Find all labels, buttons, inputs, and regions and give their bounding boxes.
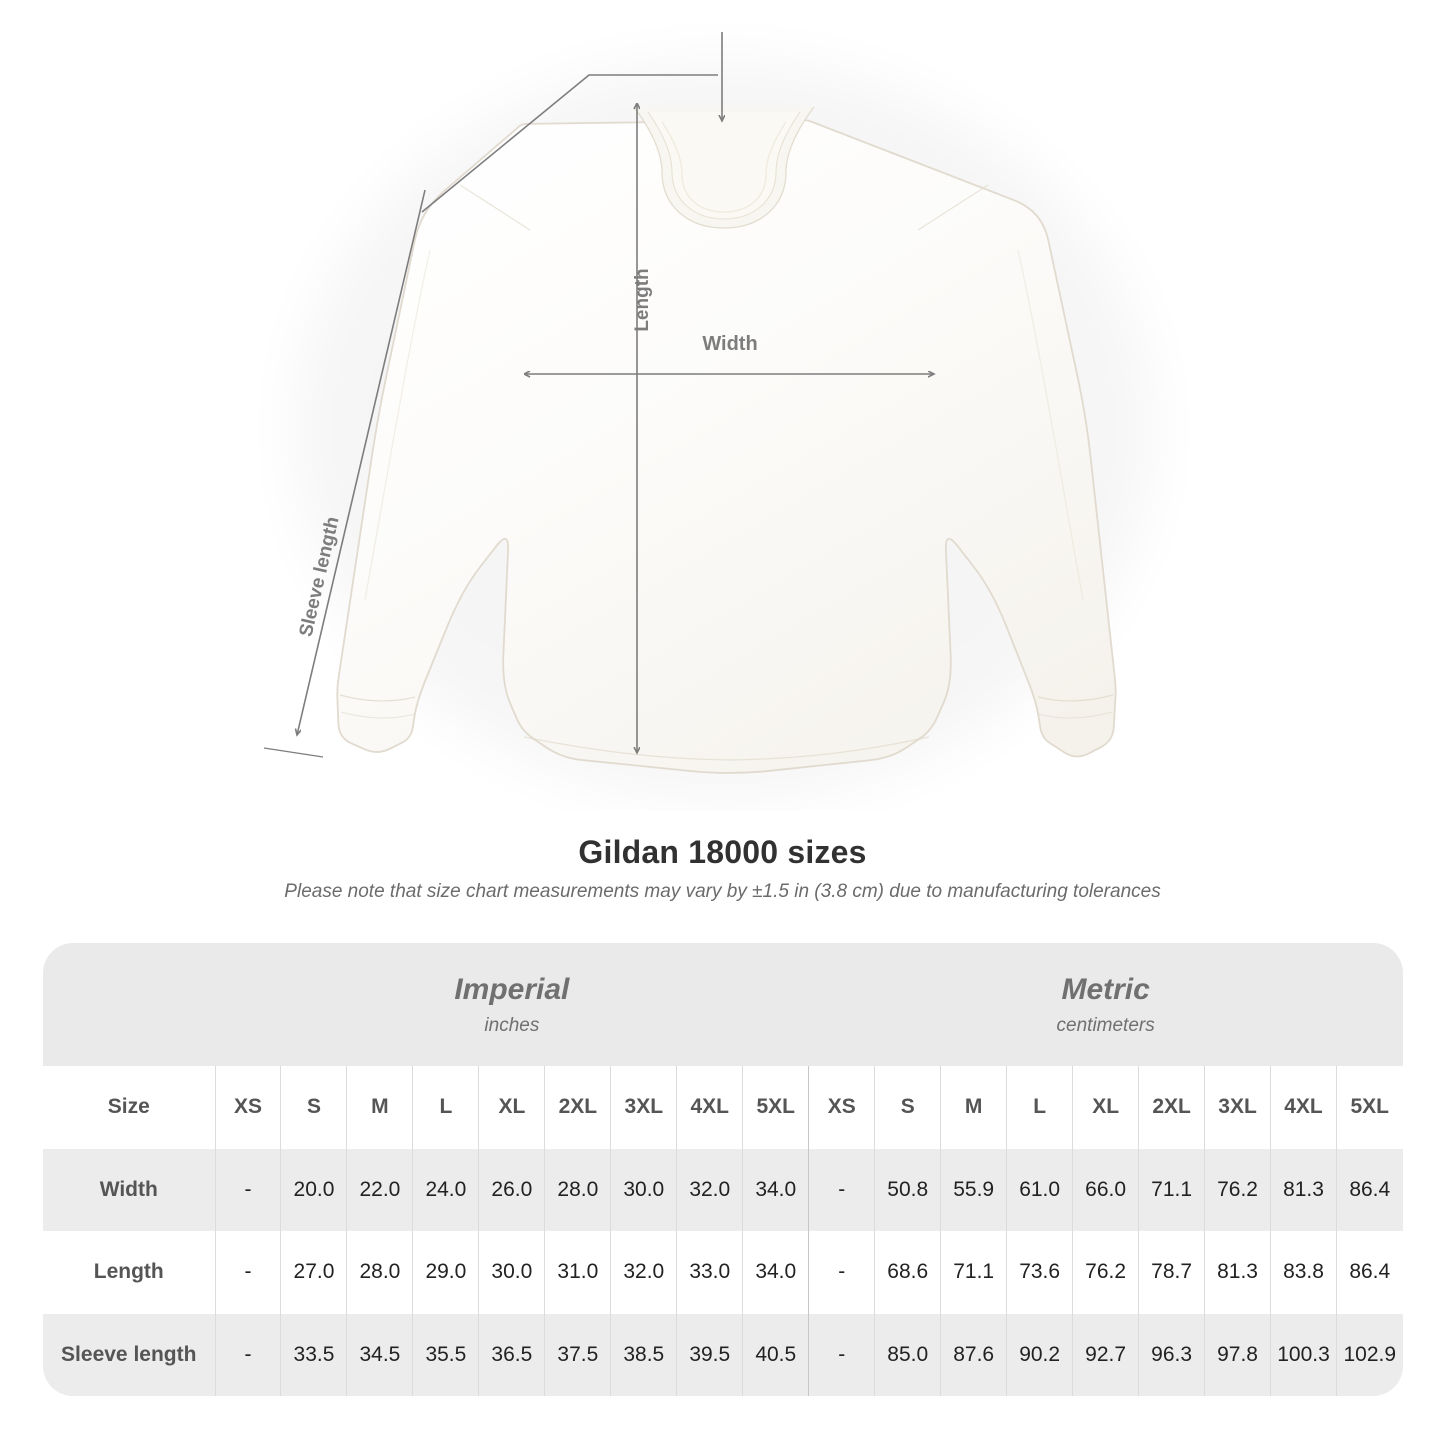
svg-text:Width: Width — [702, 333, 757, 355]
svg-text:Length: Length — [632, 268, 653, 331]
svg-text:Sleeve length: Sleeve length — [296, 515, 344, 639]
